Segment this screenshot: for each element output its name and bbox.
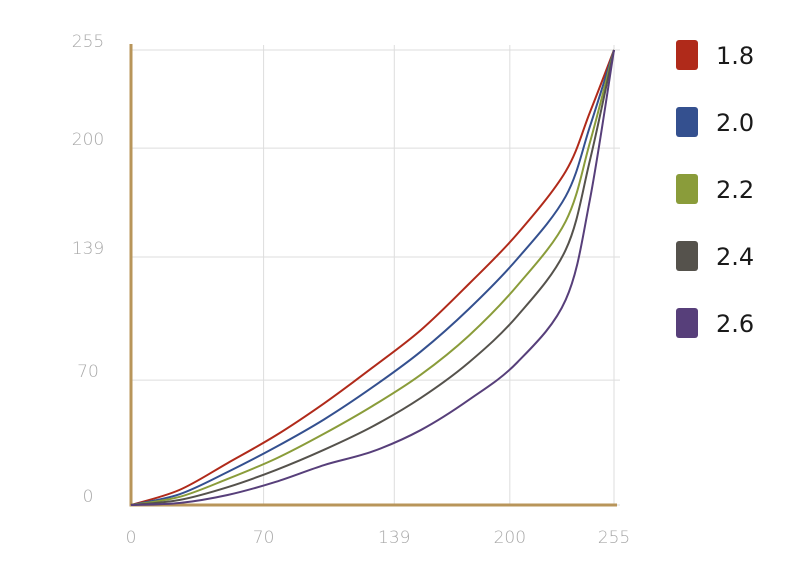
y-tick-label: 70 bbox=[77, 362, 99, 382]
legend-swatch bbox=[676, 308, 698, 338]
y-tick-label: 0 bbox=[83, 487, 94, 507]
y-tick-label: 255 bbox=[72, 32, 104, 52]
legend-swatch bbox=[676, 174, 698, 204]
legend-label: 2.4 bbox=[716, 243, 754, 271]
legend-label: 2.0 bbox=[716, 109, 754, 137]
x-tick-label: 200 bbox=[494, 528, 526, 548]
legend-label: 2.2 bbox=[716, 176, 754, 204]
x-tick-label: 255 bbox=[598, 528, 630, 548]
series-line bbox=[130, 49, 615, 506]
legend-swatch bbox=[676, 107, 698, 137]
y-tick-label: 139 bbox=[72, 239, 104, 259]
series-line bbox=[130, 49, 615, 506]
x-tick-label: 0 bbox=[126, 528, 137, 548]
legend-swatch bbox=[676, 241, 698, 271]
y-tick-label: 200 bbox=[72, 130, 104, 150]
x-tick-label: 139 bbox=[378, 528, 410, 548]
legend-swatch bbox=[676, 40, 698, 70]
legend-label: 2.6 bbox=[716, 310, 754, 338]
series-line bbox=[130, 49, 615, 506]
x-tick-label: 70 bbox=[253, 528, 275, 548]
legend-label: 1.8 bbox=[716, 42, 754, 70]
series-line bbox=[130, 49, 615, 506]
series-line bbox=[130, 49, 615, 506]
